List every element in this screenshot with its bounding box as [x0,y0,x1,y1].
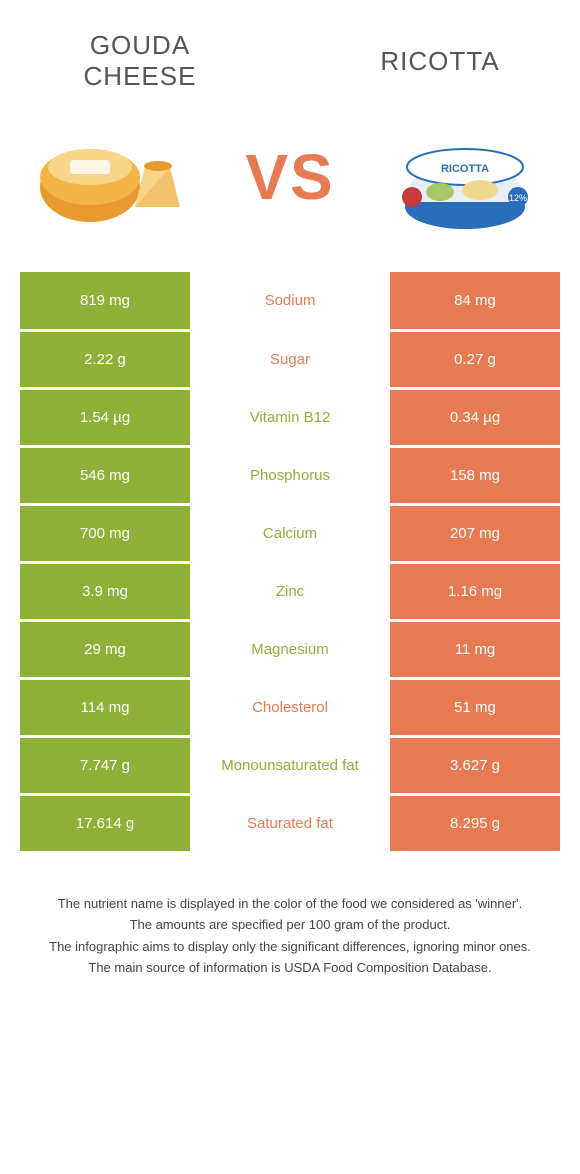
right-value: 51 mg [390,678,560,736]
right-value: 8.295 g [390,794,560,852]
images-row: VS RICOTTA 12% [0,102,580,272]
footnote: The amounts are specified per 100 gram o… [30,915,550,935]
right-value: 0.27 g [390,330,560,388]
left-value: 3.9 mg [20,562,190,620]
nutrient-name: Monounsaturated fat [190,736,390,794]
vs-label: VS [245,140,334,214]
left-value: 2.22 g [20,330,190,388]
left-value: 114 mg [20,678,190,736]
right-value: 3.627 g [390,736,560,794]
footnote: The main source of information is USDA F… [30,958,550,978]
nutrient-name: Vitamin B12 [190,388,390,446]
nutrient-name: Saturated fat [190,794,390,852]
left-value: 1.54 µg [20,388,190,446]
left-value: 700 mg [20,504,190,562]
nutrient-name: Phosphorus [190,446,390,504]
left-value: 7.747 g [20,736,190,794]
left-value: 29 mg [20,620,190,678]
left-food-title: GOUDACHEESE [40,30,240,92]
table-row: 29 mgMagnesium11 mg [20,620,560,678]
right-value: 0.34 µg [390,388,560,446]
right-value: 11 mg [390,620,560,678]
nutrient-name: Calcium [190,504,390,562]
footnote: The nutrient name is displayed in the co… [30,894,550,914]
footnote: The infographic aims to display only the… [30,937,550,957]
nutrient-table: 819 mgSodium84 mg2.22 gSugar0.27 g1.54 µ… [20,272,560,854]
table-row: 1.54 µgVitamin B120.34 µg [20,388,560,446]
ricotta-image: RICOTTA 12% [380,112,550,242]
table-row: 17.614 gSaturated fat8.295 g [20,794,560,852]
left-value: 546 mg [20,446,190,504]
right-value: 207 mg [390,504,560,562]
vs-s: S [290,141,335,213]
nutrient-name: Cholesterol [190,678,390,736]
right-food-title: RICOTTA [340,46,540,77]
table-row: 3.9 mgZinc1.16 mg [20,562,560,620]
vs-v: V [245,141,290,213]
table-row: 2.22 gSugar0.27 g [20,330,560,388]
footnotes: The nutrient name is displayed in the co… [0,854,580,1000]
nutrient-name: Zinc [190,562,390,620]
nutrient-name: Magnesium [190,620,390,678]
left-value: 819 mg [20,272,190,330]
right-value: 84 mg [390,272,560,330]
table-row: 546 mgPhosphorus158 mg [20,446,560,504]
table-row: 700 mgCalcium207 mg [20,504,560,562]
nutrient-name: Sodium [190,272,390,330]
right-value: 1.16 mg [390,562,560,620]
header: GOUDACHEESE RICOTTA [0,0,580,102]
gouda-image [30,112,200,242]
nutrient-name: Sugar [190,330,390,388]
table-row: 819 mgSodium84 mg [20,272,560,330]
table-row: 7.747 gMonounsaturated fat3.627 g [20,736,560,794]
svg-text:RICOTTA: RICOTTA [441,163,489,175]
left-value: 17.614 g [20,794,190,852]
table-row: 114 mgCholesterol51 mg [20,678,560,736]
svg-text:12%: 12% [509,193,527,203]
right-value: 158 mg [390,446,560,504]
